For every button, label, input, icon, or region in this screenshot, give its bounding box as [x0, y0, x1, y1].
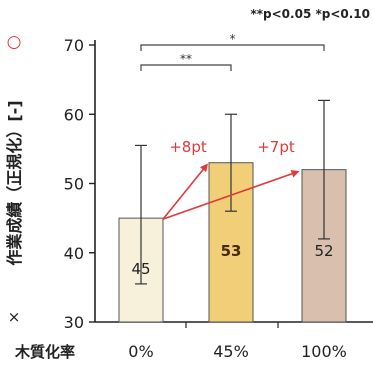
y-tick-label-50: 50	[64, 175, 84, 194]
arrow-0-45	[162, 163, 209, 220]
significance-bracket-1	[140, 44, 325, 51]
ylabel-cross-marker: ×	[8, 308, 21, 326]
value-label-0: 45	[131, 260, 150, 278]
arrow-0-100	[162, 169, 300, 220]
y-tick-label-40: 40	[64, 244, 84, 263]
significance-bracket-0	[140, 64, 232, 71]
significance-label-0: **	[180, 52, 192, 66]
ylabel-circle-marker: ○	[7, 32, 22, 52]
y-tick-label-70: 70	[64, 36, 84, 55]
significance-legend: **p<0.05 *p<0.10	[250, 7, 370, 21]
annotation-label-1: +7pt	[257, 138, 295, 156]
x-axis-label: 木質化率	[14, 343, 75, 361]
annotation-label-0: +8pt	[169, 138, 207, 156]
value-label-2: 52	[314, 242, 333, 260]
y-tick-label-30: 30	[64, 313, 84, 332]
x-tick-label-2: 100%	[301, 342, 347, 361]
x-tick-label-1: 45%	[213, 342, 249, 361]
x-tick-label-0: 0%	[128, 342, 153, 361]
value-label-1: 53	[221, 242, 242, 260]
y-axis-label: 作業成績（正規化）[-]	[5, 100, 24, 265]
significance-label-1: *	[230, 32, 236, 46]
y-tick-label-60: 60	[64, 105, 84, 124]
